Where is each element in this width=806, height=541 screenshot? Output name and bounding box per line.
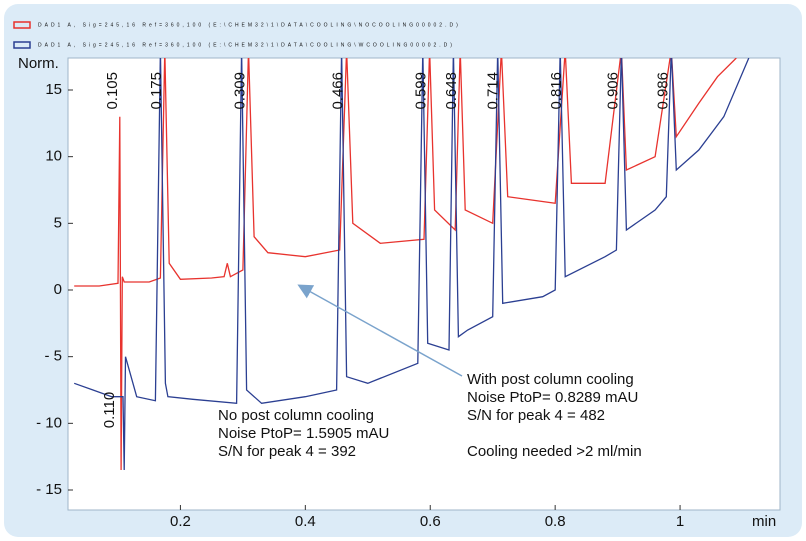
x-tick-label: 0.4 — [295, 513, 316, 530]
peak-label: 0.309 — [231, 72, 248, 110]
annotation-line: No post column cooling — [218, 407, 374, 424]
peak-label: 0.986 — [654, 72, 671, 110]
x-tick-label: 0.8 — [545, 513, 566, 530]
annotation-line: Noise PtoP= 0.8289 mAU — [467, 389, 638, 406]
peak-label: 0.648 — [443, 72, 460, 110]
legend-swatch — [13, 21, 31, 29]
x-tick-label: 1 — [676, 513, 684, 530]
series-line — [74, 58, 737, 471]
peak-label: 0.599 — [413, 72, 430, 110]
peak-label: 0.105 — [104, 72, 121, 110]
annotations: 0.105 0.175 0.309 0.466 0.599 0.648 0.714 0.816… — [101, 72, 671, 460]
annotation-line: With post column cooling — [467, 371, 634, 388]
peak-label: 0.714 — [484, 72, 501, 110]
legend-label: DAD1 A, Sig=245,16 Ref=360,100 (E:\CHEM3… — [38, 22, 461, 28]
y-tick-label: - 5 — [44, 348, 62, 365]
annotation-line: Cooling needed >2 ml/min — [467, 443, 642, 460]
peak-label: 0.816 — [548, 72, 565, 110]
plot-content — [73, 58, 750, 471]
y-tick-label: 10 — [45, 148, 62, 165]
peak-label: 0.466 — [330, 72, 347, 110]
arrow — [297, 284, 463, 377]
series-line — [73, 58, 750, 471]
legend-label: DAD1 A, Sig=245,16 Ref=360,100 (E:\CHEM3… — [38, 42, 455, 48]
y-axis-label: Norm. — [18, 55, 59, 72]
axes: 15 10 5 0 - 5 - 10 - 15 0.2 0.4 0.6 0.8 1 — [36, 81, 684, 530]
legend-swatch — [13, 41, 31, 49]
y-tick-label: 5 — [54, 214, 62, 231]
y-tick-label: 0 — [54, 281, 62, 298]
annotation-line: S/N for peak 4 = 392 — [218, 443, 356, 460]
y-tick-label: 15 — [45, 81, 62, 98]
peak-label: 0.175 — [148, 72, 165, 110]
peak-label: 0.906 — [604, 72, 621, 110]
y-tick-label: - 15 — [36, 481, 62, 498]
plot-area — [67, 57, 781, 511]
annotation-line: Noise PtoP= 1.5905 mAU — [218, 425, 389, 442]
x-tick-label: 0.6 — [420, 513, 441, 530]
x-tick-label: 0.2 — [170, 513, 191, 530]
x-axis-label: min — [752, 513, 776, 530]
y-tick-label: - 10 — [36, 414, 62, 431]
peak-label: 0.110 — [101, 392, 118, 428]
annotation-line: S/N for peak 4 = 482 — [467, 407, 605, 424]
legend: DAD1 A, Sig=245,16 Ref=360,100 (E:\CHEM3… — [13, 21, 461, 49]
